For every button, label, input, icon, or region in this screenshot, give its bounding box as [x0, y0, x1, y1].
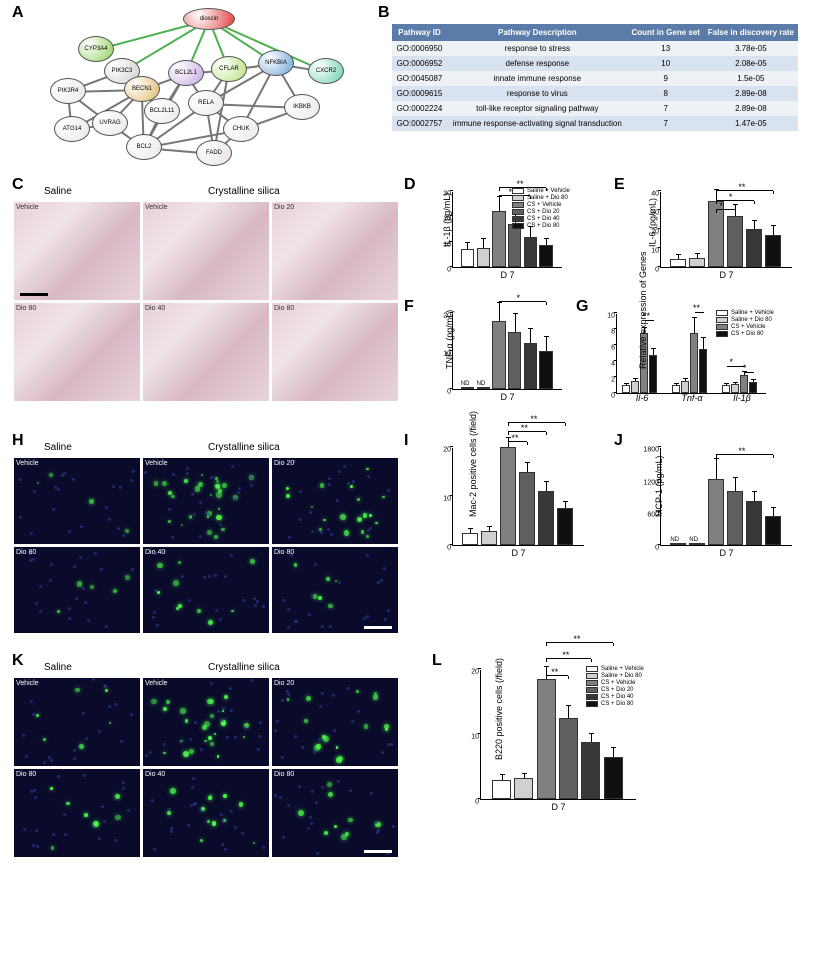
- node-CHUK: CHUK: [223, 116, 259, 142]
- micrograph: Vehicle: [14, 678, 140, 766]
- fluorescence-grid-k: VehicleVehicleDio 20Dio 80Dio 40Dio 80: [14, 678, 398, 857]
- micrograph: Vehicle: [14, 458, 140, 544]
- group-label-saline-h: Saline: [44, 442, 72, 453]
- group-label-cs-h: Crystalline silica: [208, 442, 280, 453]
- chart-tnfa: 01020D 7NDND*TNF-α (pg/mL): [452, 314, 572, 414]
- micrograph: Dio 40: [143, 547, 269, 633]
- chart-b220: 01020D 7******B220 positive cells (/fiel…: [480, 670, 670, 840]
- table-header: Count in Gene set: [628, 24, 704, 41]
- panel-label-g: G: [576, 298, 588, 316]
- table-row: GO:0006952defense response102.08e-05: [392, 56, 798, 71]
- legend: Saline + VehicleSaline + Dio 80CS + Vehi…: [586, 666, 644, 708]
- legend: Saline + VehicleSaline + Dio 80CS + Vehi…: [716, 310, 774, 338]
- micrograph: Dio 80: [272, 303, 398, 401]
- panel-label-j: J: [614, 432, 623, 450]
- node-NFKBIA: NFKBIA: [258, 50, 294, 76]
- node-CYP3A4: CYP3A4: [78, 36, 114, 62]
- table-row: GO:0045087innate immune response91.5e-05: [392, 71, 798, 86]
- micrograph: Dio 80: [14, 303, 140, 401]
- micrograph: Dio 20: [272, 202, 398, 300]
- micrograph: Dio 80: [272, 769, 398, 857]
- group-label-saline-k: Saline: [44, 662, 72, 673]
- panel-label-h: H: [12, 432, 24, 450]
- panel-label-d: D: [404, 176, 416, 194]
- chart-il1b: 0102030D 7****IL-1β (pg/mL)Saline + Vehi…: [452, 192, 600, 292]
- group-label-cs-k: Crystalline silica: [208, 662, 280, 673]
- legend: Saline + VehicleSaline + Dio 80CS + Vehi…: [512, 188, 570, 230]
- node-FADD: FADD: [196, 140, 232, 166]
- micrograph: Dio 80: [14, 769, 140, 857]
- micrograph: Dio 80: [14, 547, 140, 633]
- panel-label-f: F: [404, 298, 414, 316]
- micrograph: Dio 80: [272, 547, 398, 633]
- panel-label-b: B: [378, 4, 390, 22]
- node-ATG14: ATG14: [54, 116, 90, 142]
- chart-mac2: 01020D 7******Mac-2 positive cells (/fie…: [452, 448, 600, 576]
- micrograph: Vehicle: [143, 202, 269, 300]
- table-header: Pathway ID: [392, 24, 447, 41]
- node-CFLAR: CFLAR: [211, 56, 247, 82]
- node-RELA: RELA: [188, 90, 224, 116]
- chart-genes: 0246810Il-6Tnf-αIl-1β******Relative expr…: [616, 314, 812, 414]
- node-UVRAG: UVRAG: [92, 110, 128, 136]
- group-label-cs: Crystalline silica: [208, 186, 280, 197]
- table-row: GO:0002224toll-like receptor signaling p…: [392, 101, 798, 116]
- panel-label-e: E: [614, 176, 625, 194]
- panel-label-k: K: [12, 652, 24, 670]
- micrograph: Dio 40: [143, 769, 269, 857]
- group-label-saline: Saline: [44, 186, 72, 197]
- fluorescence-grid-h: VehicleVehicleDio 20Dio 80Dio 40Dio 80: [14, 458, 398, 633]
- node-PIK3R4: PIK3R4: [50, 78, 86, 104]
- node-IKBKB: IKBKB: [284, 94, 320, 120]
- table-row: GO:0006950response to stress133.78e-05: [392, 41, 798, 56]
- panel-label-l: L: [432, 652, 442, 670]
- node-BCL2L11: BCL2L11: [144, 98, 180, 124]
- network-diagram: dioscinCYP3A4CXCR2NFKBIAPIK3C3CFLARBCL2L…: [28, 8, 368, 168]
- chart-il6: 010203040D 7****IL-6 (pg/mL): [660, 192, 808, 292]
- node-BCL2: BCL2: [126, 134, 162, 160]
- node-CXCR2: CXCR2: [308, 58, 344, 84]
- table-header: False in discovery rate: [704, 24, 798, 41]
- micrograph: Dio 20: [272, 458, 398, 544]
- micrograph: Dio 40: [143, 303, 269, 401]
- panel-label-i: I: [404, 432, 408, 450]
- pathway-table: Pathway IDPathway DescriptionCount in Ge…: [392, 24, 798, 131]
- panel-label-c: C: [12, 176, 24, 194]
- node-BCL2L1: BCL2L1: [168, 60, 204, 86]
- histology-grid: VehicleVehicleDio 20Dio 80Dio 40Dio 80: [14, 202, 398, 401]
- micrograph: Vehicle: [143, 678, 269, 766]
- node-dioscin: dioscin: [183, 8, 235, 30]
- micrograph: Vehicle: [14, 202, 140, 300]
- micrograph: Vehicle: [143, 458, 269, 544]
- panel-label-a: A: [12, 4, 24, 22]
- table-row: GO:0002757immune response-activating sig…: [392, 116, 798, 131]
- chart-mcp1: 060012001800D 7NDND**MCP-1 (pg/mL): [660, 448, 808, 576]
- micrograph: Dio 20: [272, 678, 398, 766]
- table-header: Pathway Description: [447, 24, 628, 41]
- table-row: GO:0009615response to virus82.89e-08: [392, 86, 798, 101]
